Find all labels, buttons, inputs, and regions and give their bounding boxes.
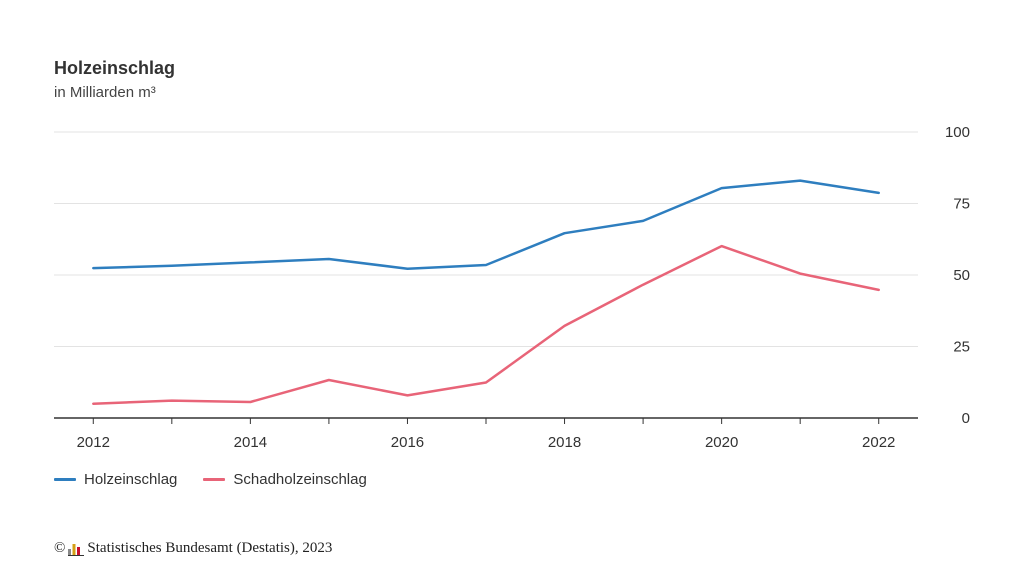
y-tick-label-100: 100	[945, 124, 970, 141]
legend-label-holzeinschlag: Holzeinschlag	[84, 471, 178, 488]
legend-item-holzeinschlag[interactable]: Holzeinschlag	[54, 471, 177, 488]
x-tick-label-2012: 2012	[77, 434, 110, 451]
x-tick-label-2018: 2018	[548, 434, 581, 451]
legend-swatch-schadholzeinschlag	[203, 478, 226, 481]
chart-title: Holzeinschlag	[54, 58, 176, 78]
y-tick-label-50: 50	[953, 267, 970, 284]
source-text: Statistisches Bundesamt (Destatis), 2023	[87, 540, 333, 556]
x-tick-label-2022: 2022	[862, 434, 895, 451]
y-tick-label-0: 0	[962, 410, 970, 427]
y-tick-label-25: 25	[953, 339, 970, 356]
legend-swatch-holzeinschlag	[54, 478, 76, 481]
x-tick-label-2014: 2014	[234, 434, 267, 451]
chart-subtitle: in Milliarden m³	[54, 84, 156, 101]
series-line-schadholzeinschlag	[92, 244, 880, 405]
source-note: © Statistisches Bundesamt (Destatis), 20…	[54, 540, 332, 557]
series-line-holzeinschlag	[92, 179, 880, 270]
legend: Holzeinschlag Schadholzeinschlag	[54, 471, 367, 488]
legend-item-schadholzeinschlag[interactable]: Schadholzeinschlag	[203, 471, 367, 488]
x-tick-label-2020: 2020	[705, 434, 738, 451]
x-tick-label-2016: 2016	[391, 434, 424, 451]
legend-label-schadholzeinschlag: Schadholzeinschlag	[233, 471, 367, 488]
destatis-logo-icon	[68, 543, 85, 556]
copyright-symbol: ©	[54, 540, 66, 556]
y-tick-label-75: 75	[953, 196, 970, 213]
